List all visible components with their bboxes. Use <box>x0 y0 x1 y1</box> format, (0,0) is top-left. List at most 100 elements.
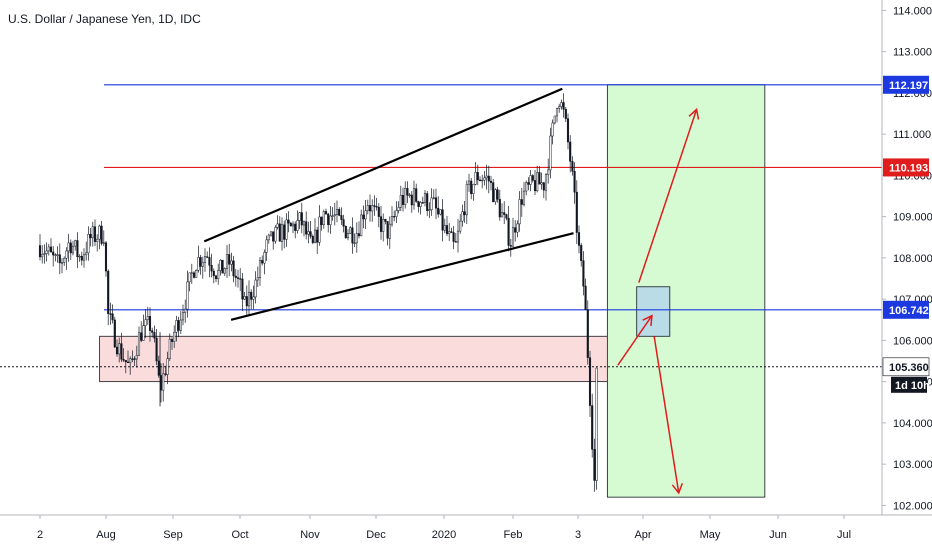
candle-body <box>349 227 352 234</box>
candle-body <box>441 209 444 231</box>
candle-body <box>228 254 231 265</box>
candle-body <box>463 211 466 216</box>
candle-body <box>98 225 101 240</box>
candle-body <box>357 233 361 237</box>
candle-body <box>595 367 598 481</box>
projection-arrow <box>617 314 653 366</box>
candle-body <box>538 172 541 185</box>
candle-body <box>371 205 374 212</box>
candle-body <box>485 175 488 179</box>
y-tick-label: 111.000 <box>893 129 931 141</box>
candle-body <box>109 313 112 315</box>
x-tick-label: Dec <box>366 529 386 541</box>
candle-body <box>342 219 345 227</box>
candle-body <box>476 172 479 181</box>
candle-body <box>74 240 77 247</box>
candle-body <box>536 172 539 192</box>
x-tick-label: Aug <box>96 529 116 541</box>
candle-body <box>173 331 176 342</box>
time-axis[interactable] <box>0 515 882 550</box>
candle-body <box>412 188 416 206</box>
candle-body <box>214 275 218 280</box>
candle-body <box>289 222 292 227</box>
candle-body <box>243 296 246 300</box>
candle-body <box>344 225 347 239</box>
candle-body <box>577 232 581 246</box>
candle-body <box>267 234 270 241</box>
candle-body <box>571 161 574 172</box>
candle-body <box>516 223 519 233</box>
candle-body <box>166 358 169 375</box>
candle-body <box>313 229 317 243</box>
candle-body <box>129 358 132 364</box>
candle-body <box>509 245 512 247</box>
candle-body <box>388 223 391 239</box>
candle-body <box>461 211 464 222</box>
candle-body <box>291 223 295 227</box>
candle-body <box>230 260 233 265</box>
candle-body <box>219 259 222 271</box>
candle-body <box>252 296 255 300</box>
candle-body <box>272 231 275 242</box>
candle-body <box>146 316 149 320</box>
candle-body <box>340 215 343 220</box>
x-tick-label: 2020 <box>432 529 456 541</box>
candle-body <box>560 102 563 107</box>
candle-body <box>316 229 319 243</box>
price-label-box <box>883 300 929 319</box>
candles <box>38 93 598 492</box>
candle-body <box>450 231 453 233</box>
candle-body <box>298 212 301 221</box>
candle-body <box>195 270 198 278</box>
candle-body <box>203 256 207 263</box>
candle-body <box>555 108 559 117</box>
candle-body <box>366 205 369 211</box>
candle-body <box>78 255 81 258</box>
candle-body <box>236 277 240 279</box>
candle-body <box>338 209 341 216</box>
candle-body <box>331 215 334 217</box>
candle-body <box>93 226 97 242</box>
candle-body <box>184 308 187 313</box>
candle-body <box>201 262 204 267</box>
candle-body <box>177 320 180 331</box>
candle-body <box>232 260 235 277</box>
chart-title: U.S. Dollar / Japanese Yen, 1D, IDC <box>8 12 201 26</box>
candle-body <box>518 199 521 225</box>
candle-body <box>395 210 398 217</box>
x-tick-label: Nov <box>300 529 320 541</box>
candle-body <box>296 220 299 231</box>
candle-body <box>115 346 119 355</box>
x-tick-label: 3 <box>575 529 581 541</box>
candle-body <box>56 254 59 256</box>
candle-body <box>241 278 244 300</box>
candle-body <box>285 219 288 240</box>
candle-body <box>373 205 376 207</box>
candle-body <box>96 238 99 242</box>
candle-body <box>586 309 589 358</box>
candle-body <box>379 216 383 232</box>
candle-body <box>562 102 565 110</box>
candle-body <box>465 183 468 216</box>
candle-body <box>144 319 147 326</box>
candle-body <box>217 270 220 280</box>
candle-body <box>320 216 323 226</box>
candle-body <box>263 252 266 264</box>
y-tick-label: 114.000 <box>893 5 932 17</box>
candle-body <box>408 194 411 197</box>
candle-body <box>294 223 297 231</box>
countdown-box <box>891 376 927 393</box>
candle-body <box>399 195 402 208</box>
candle-body <box>390 216 394 225</box>
candle-body <box>419 202 422 207</box>
candle-body <box>256 277 259 281</box>
candle-body <box>401 195 405 205</box>
candle-body <box>192 272 196 278</box>
candle-body <box>421 202 424 204</box>
candle-body <box>472 184 475 194</box>
candle-body <box>564 108 567 119</box>
candle-body <box>507 217 510 246</box>
candle-body <box>500 212 504 218</box>
candle-body <box>311 236 314 243</box>
